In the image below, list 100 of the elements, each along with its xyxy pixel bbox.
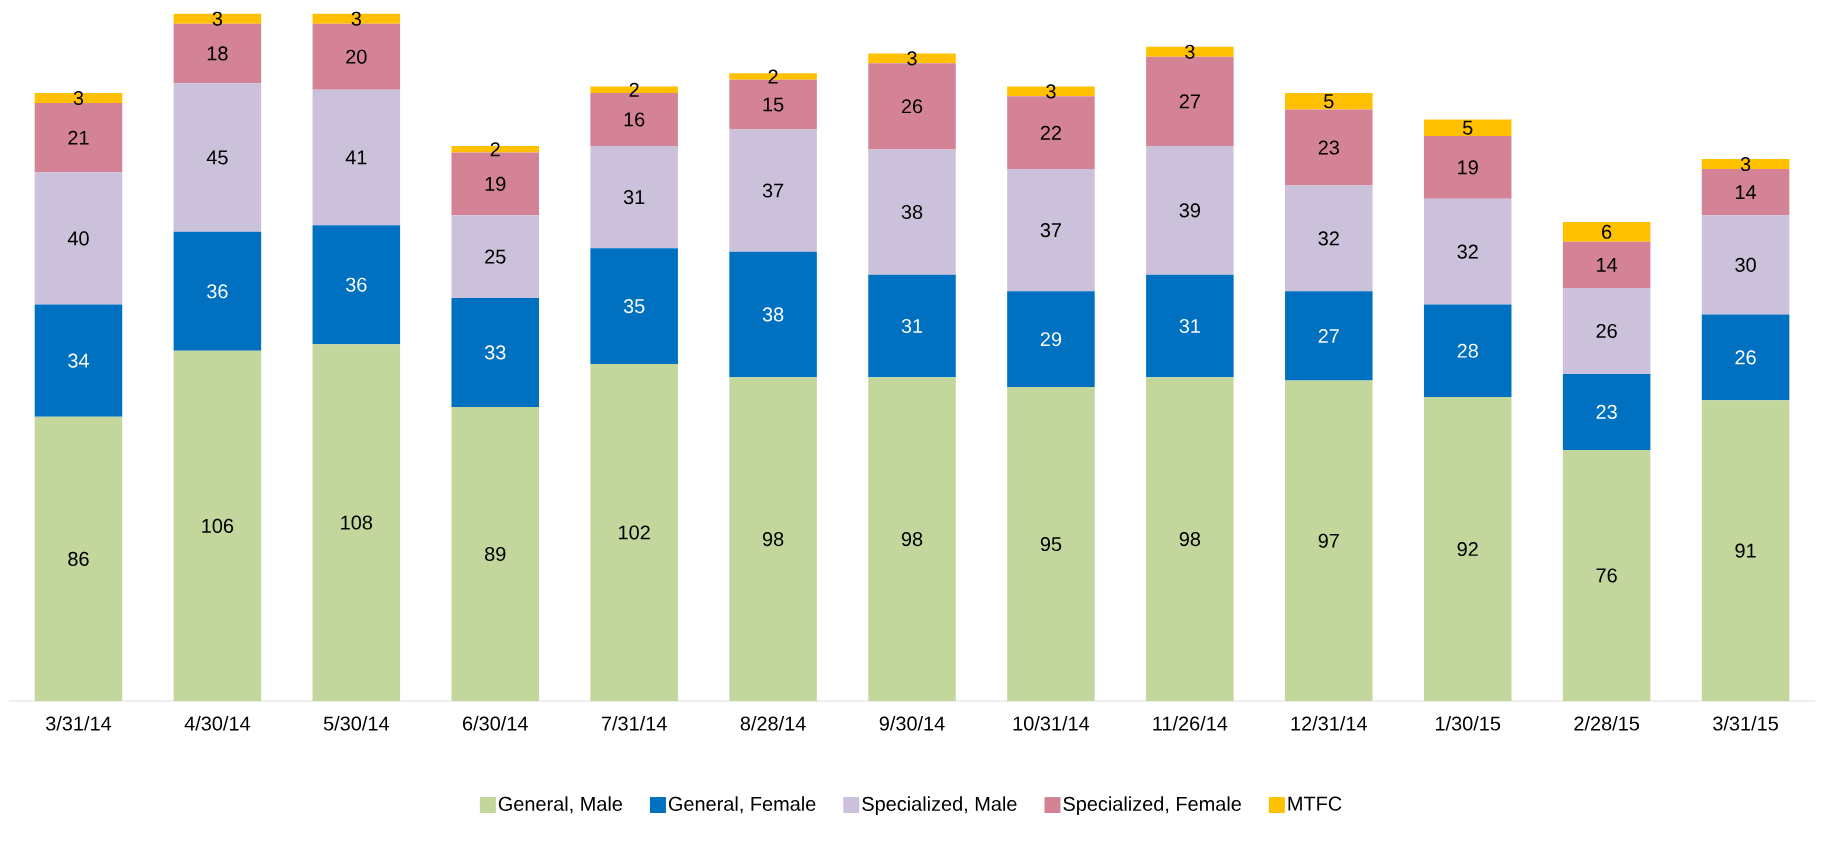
x-tick-label: 2/28/15 (1574, 715, 1640, 731)
data-label: 31 (623, 190, 645, 205)
x-tick-label: 10/31/14 (1013, 715, 1090, 731)
bar (451, 406, 539, 701)
bar (868, 53, 956, 64)
data-label: 38 (901, 204, 923, 220)
data-label: 76 (1596, 568, 1617, 583)
data-label: 29 (1040, 332, 1062, 347)
data-label: 37 (762, 183, 784, 198)
bar (868, 377, 956, 701)
bar (729, 377, 817, 701)
data-label: 86 (68, 551, 89, 566)
x-tick-label: 3/31/14 (45, 715, 112, 731)
data-label: 97 (1318, 533, 1339, 548)
bar (451, 215, 539, 298)
data-label: 31 (1179, 318, 1200, 334)
data-label: 27 (1318, 328, 1339, 343)
bar (34, 304, 123, 417)
data-label: 16 (624, 112, 645, 127)
data-label: 98 (762, 532, 784, 547)
bar (1285, 380, 1373, 701)
bar (1423, 304, 1512, 398)
bar (590, 248, 678, 364)
bar (1701, 314, 1790, 401)
data-label: 33 (484, 345, 506, 360)
legend-label: MTFC (1288, 796, 1342, 811)
data-label: 26 (1735, 350, 1756, 365)
data-label: 45 (206, 150, 228, 165)
data-label: 2 (490, 142, 500, 157)
bar (1007, 291, 1095, 388)
data-label: 106 (202, 518, 234, 533)
data-label: 3 (351, 11, 361, 26)
data-label: 98 (1179, 532, 1201, 547)
bar (1423, 119, 1512, 136)
data-label: 15 (763, 97, 784, 112)
data-label: 3 (907, 51, 917, 66)
bar (590, 363, 678, 701)
bar (1562, 287, 1651, 374)
data-label: 34 (68, 353, 89, 368)
data-label: 36 (346, 277, 367, 292)
bar (312, 13, 401, 24)
data-label: 92 (1457, 541, 1478, 557)
data-label: 35 (623, 299, 645, 314)
bar (1701, 215, 1790, 315)
bar (1007, 86, 1095, 97)
bar (1701, 159, 1790, 170)
bar (1285, 109, 1373, 186)
data-label: 38 (762, 307, 784, 322)
data-label: 108 (341, 515, 373, 530)
bar (1285, 291, 1373, 381)
bar (173, 231, 262, 351)
x-tick-label: 8/28/14 (740, 715, 806, 731)
data-label: 31 (901, 318, 923, 334)
x-tick-label: 1/30/15 (1435, 715, 1501, 731)
bar (451, 297, 539, 407)
bar (34, 416, 123, 701)
data-label: 91 (1735, 543, 1756, 558)
data-label: 3 (73, 90, 84, 106)
data-label: 18 (207, 46, 228, 61)
legend-label: Specialized, Female (1063, 796, 1241, 815)
bar (34, 172, 123, 305)
data-label: 25 (485, 249, 506, 264)
bar (34, 93, 123, 103)
bar (312, 89, 401, 226)
bar (729, 129, 817, 252)
data-label: 22 (1040, 125, 1062, 140)
bar (1562, 241, 1651, 288)
x-tick-label: 5/30/14 (323, 715, 389, 731)
data-label: 28 (1457, 343, 1478, 358)
data-label: 14 (1597, 258, 1618, 272)
data-label: 3 (1185, 44, 1195, 59)
data-label: 89 (485, 546, 506, 562)
bar (312, 225, 401, 345)
data-label: 26 (901, 99, 923, 114)
bar (1562, 449, 1651, 701)
data-label: 20 (346, 49, 367, 64)
data-label: 40 (67, 231, 89, 246)
bar (729, 251, 817, 378)
data-label: 3 (212, 11, 223, 26)
data-label: 23 (1318, 140, 1339, 155)
bar (1285, 93, 1373, 110)
legend-label: General, Female (668, 796, 816, 814)
data-label: 98 (901, 532, 923, 547)
bar (1423, 135, 1512, 199)
data-label: 32 (1318, 231, 1339, 246)
x-tick-label: 9/30/14 (879, 715, 945, 731)
bar (1146, 274, 1234, 378)
data-label: 39 (1179, 203, 1200, 218)
bar (1285, 185, 1373, 292)
bar (1701, 169, 1790, 216)
bar (1423, 397, 1512, 701)
bar (1562, 221, 1651, 242)
data-label: 6 (1602, 224, 1612, 239)
data-label: 27 (1179, 94, 1200, 109)
bar (1146, 377, 1234, 701)
bar (173, 13, 262, 24)
data-label: 32 (1457, 244, 1478, 259)
bar (1562, 373, 1651, 450)
data-label: 3 (1046, 84, 1056, 99)
data-label: 95 (1040, 537, 1062, 552)
